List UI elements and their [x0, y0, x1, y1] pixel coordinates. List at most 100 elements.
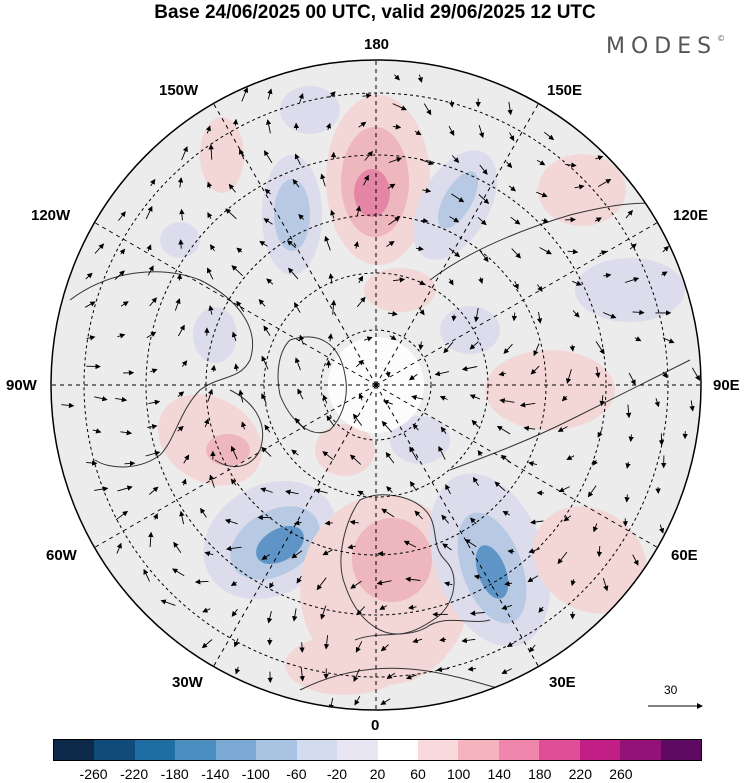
wind-vector: [299, 334, 305, 345]
wind-vector: [174, 298, 181, 311]
colorbar-tick-label: -20: [326, 766, 348, 782]
lon-label-90w: 90W: [6, 377, 37, 394]
wind-vector: [160, 599, 176, 606]
wind-vector: [587, 485, 597, 498]
colorbar-segment: [337, 740, 378, 760]
meridian-line: [213, 103, 377, 386]
wind-vector: [503, 343, 513, 354]
wind-vector: [502, 510, 511, 516]
positive-anomaly-west-asia: [533, 506, 647, 614]
wind-vector: [563, 515, 572, 522]
brand-text: MODES: [606, 34, 718, 59]
wind-vector: [451, 155, 460, 163]
wind-vector: [594, 217, 602, 223]
wind-vector: [120, 301, 129, 307]
brand-mark: ©: [717, 34, 726, 43]
wind-vector: [194, 579, 209, 585]
wind-vector: [392, 103, 407, 111]
wind-vector: [451, 314, 457, 322]
wind-vector: [519, 402, 536, 408]
wind-vector: [513, 281, 519, 290]
wind-vector: [357, 275, 364, 284]
negative-anomaly-pacific-east-core: [437, 171, 479, 229]
wind-vector: [629, 243, 637, 250]
wind-vector: [207, 212, 213, 220]
wind-vector: [355, 641, 363, 653]
wind-vector: [506, 641, 514, 647]
wind-vector: [508, 185, 517, 192]
wind-vector: [114, 270, 125, 280]
wind-vector: [444, 581, 453, 587]
lon-label-30w: 30W: [172, 674, 203, 691]
meridians: [51, 60, 701, 710]
wind-vector: [179, 510, 185, 525]
wind-vector: [259, 240, 268, 247]
wind-vector: [147, 424, 158, 430]
wind-vector: [478, 194, 490, 205]
colorbar-segment: [539, 740, 580, 760]
wind-vector: [412, 637, 423, 644]
wind-vector: [355, 205, 362, 216]
wind-vector: [572, 280, 582, 286]
wind-vector: [443, 341, 454, 354]
wind-vector: [496, 425, 511, 435]
wind-vector: [177, 177, 184, 188]
wind-vector: [314, 488, 328, 494]
wind-vector: [263, 325, 271, 337]
wind-vector: [478, 277, 484, 284]
colorbar-segment: [458, 740, 499, 760]
wind-vector: [624, 277, 640, 283]
positive-anomaly-europe-core: [352, 518, 432, 602]
wind-vector: [567, 249, 579, 255]
wind-vector: [149, 486, 159, 495]
wind-vector: [628, 434, 634, 443]
wind-vector: [419, 158, 435, 166]
wind-vector: [261, 446, 272, 457]
lon-label-120e: 120E: [673, 207, 709, 224]
wind-vector: [381, 420, 393, 433]
wind-vector: [472, 476, 479, 487]
wind-vector: [501, 668, 512, 674]
wind-vector: [528, 461, 538, 467]
wind-vector: [349, 519, 359, 526]
wind-vector: [625, 209, 633, 219]
wind-vector: [116, 542, 122, 554]
wind-vector: [181, 360, 188, 367]
positive-anomaly-beaufort: [364, 268, 436, 312]
wind-vector: [662, 337, 675, 344]
wind-vector: [385, 451, 395, 464]
wind-vector: [439, 395, 448, 401]
wind-vector: [267, 610, 273, 624]
wind-vector: [224, 518, 238, 525]
wind-vector: [286, 240, 296, 248]
reference-vector-label: 30: [664, 683, 678, 697]
colorbar-tick-label: 60: [410, 766, 426, 782]
wind-vector: [294, 153, 301, 166]
wind-vector: [403, 540, 417, 548]
wind-vector: [261, 393, 267, 404]
modes-logo: MODES©: [606, 34, 725, 59]
wind-vector: [597, 429, 603, 438]
wind-vector: [469, 517, 477, 525]
wind-vector: [380, 698, 391, 705]
wind-vector: [183, 454, 190, 464]
wind-vector: [381, 508, 395, 518]
wind-vector: [177, 425, 184, 432]
wind-vector: [267, 88, 273, 100]
wind-vector: [477, 217, 487, 226]
wind-vector: [117, 333, 126, 339]
wind-vector: [530, 519, 544, 525]
wind-vector: [263, 150, 273, 164]
wind-vector: [478, 124, 485, 139]
lon-label-150w: 150W: [159, 82, 199, 99]
wind-vector: [85, 272, 93, 280]
meridian-line: [375, 103, 539, 386]
wind-vector: [115, 396, 128, 403]
colorbar-tick-label: 260: [609, 766, 633, 782]
wind-vector: [405, 576, 421, 583]
wind-vector: [592, 459, 598, 466]
wind-vector: [172, 568, 185, 577]
positive-anomaly-atlantic-south: [285, 635, 405, 695]
colorbar-tick-label: -260: [79, 766, 108, 782]
wind-vector: [322, 549, 333, 556]
